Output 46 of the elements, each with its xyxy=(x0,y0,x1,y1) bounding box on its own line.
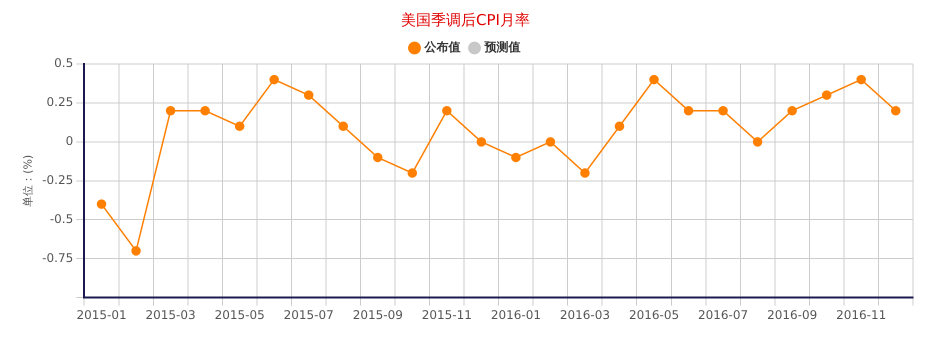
y-tick-label: 0.25 xyxy=(46,95,74,110)
point xyxy=(131,246,141,256)
y-tick-label: -0.25 xyxy=(42,172,74,187)
point xyxy=(546,137,556,147)
point xyxy=(649,74,659,84)
x-tick-label: 2015-01 xyxy=(76,308,127,322)
y-tick-label: -0.75 xyxy=(42,250,74,265)
x-tick-label: 2016-11 xyxy=(836,308,886,322)
point xyxy=(787,106,797,116)
legend-label: 预测值 xyxy=(484,40,520,54)
point xyxy=(234,122,244,132)
point xyxy=(373,152,383,162)
point xyxy=(614,122,624,132)
point xyxy=(476,137,486,147)
legend-label: 公布值 xyxy=(424,40,460,54)
x-tick-label: 2016-07 xyxy=(698,308,748,322)
y-tick-label: 0 xyxy=(66,134,74,148)
point xyxy=(580,168,590,178)
y-tick-label: 0.5 xyxy=(54,56,74,70)
point xyxy=(338,122,348,132)
point xyxy=(166,106,176,116)
x-tick-label: 2016-05 xyxy=(628,308,680,322)
point xyxy=(718,106,728,116)
x-tick-label: 2015-07 xyxy=(284,308,334,322)
x-tick-label: 2015-09 xyxy=(352,308,403,322)
point xyxy=(269,74,279,84)
point xyxy=(408,168,418,178)
point xyxy=(856,74,866,84)
point xyxy=(684,106,694,116)
point xyxy=(442,106,452,116)
x-tick-label: 2015-11 xyxy=(422,308,472,322)
chart-title: 美国季调后CPI月率 xyxy=(401,10,530,29)
point xyxy=(200,106,210,116)
point xyxy=(752,137,762,147)
point xyxy=(822,90,832,100)
point xyxy=(96,199,106,209)
y-axis-title: 单位：(%) xyxy=(21,154,34,207)
point xyxy=(304,90,314,100)
x-tick-label: 2016-03 xyxy=(560,308,610,322)
x-tick-label: 2016-01 xyxy=(490,308,541,322)
x-tick-label: 2015-03 xyxy=(146,308,196,322)
point xyxy=(890,106,900,116)
x-tick-label: 2015-05 xyxy=(214,308,265,322)
y-tick-label: -0.5 xyxy=(50,212,74,226)
point xyxy=(511,152,521,162)
x-tick-label: 2016-09 xyxy=(767,308,818,322)
